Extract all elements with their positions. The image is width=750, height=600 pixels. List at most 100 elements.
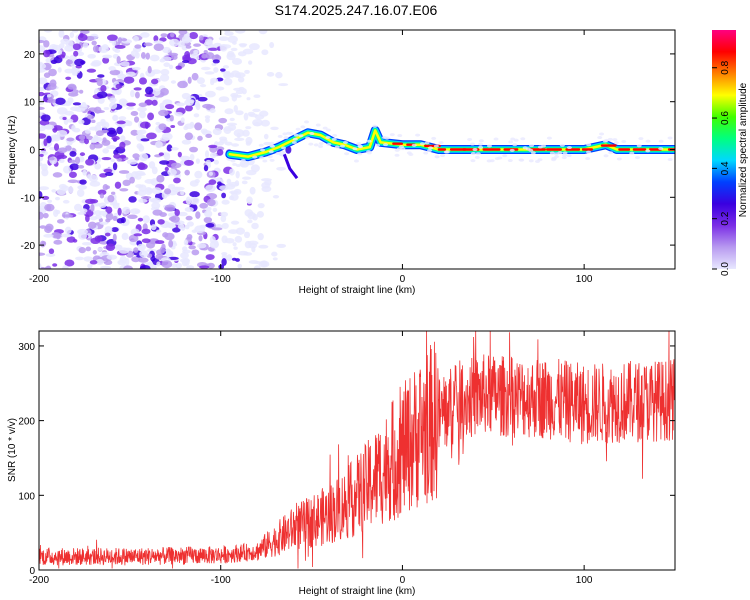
noise-blob: [144, 92, 155, 98]
noise-blob: [74, 256, 84, 261]
noise-blob: [71, 124, 76, 132]
noise-blob: [88, 174, 98, 183]
noise-blob: [168, 222, 176, 229]
noise-blob: [180, 190, 185, 196]
noise-blob: [235, 110, 244, 116]
noise-blob: [137, 163, 148, 170]
noise-blob: [126, 159, 138, 165]
noise-blob: [247, 219, 253, 224]
noise-blob: [252, 122, 261, 127]
noise-blob: [181, 92, 191, 100]
noise-blob: [186, 265, 195, 269]
noise-blob: [57, 67, 62, 73]
noise-blob: [77, 33, 88, 42]
signal-halo: [269, 141, 275, 145]
noise-blob: [127, 214, 138, 220]
noise-blob: [39, 252, 46, 256]
noise-blob: [108, 66, 116, 71]
snr-y-axis-label: SNR (10 * v/v): [7, 418, 18, 482]
noise-blob: [163, 153, 171, 161]
signal-halo: [562, 151, 568, 155]
noise-blob: [207, 47, 219, 51]
noise-blob: [251, 222, 259, 230]
noise-blob: [136, 129, 143, 135]
noise-blob: [48, 156, 55, 161]
noise-blob: [145, 69, 156, 77]
noise-blob: [230, 220, 240, 225]
noise-blob: [248, 113, 258, 118]
noise-blob: [234, 137, 245, 142]
signal-halo: [427, 149, 433, 153]
noise-blob: [52, 172, 63, 178]
noise-blob: [100, 118, 106, 124]
noise-blob: [272, 257, 278, 261]
noise-blob: [191, 72, 199, 81]
noise-blob: [234, 180, 240, 187]
signal-halo: [353, 159, 359, 163]
noise-blob: [116, 120, 126, 125]
noise-blob: [146, 248, 157, 253]
noise-blob: [76, 189, 85, 197]
noise-blob: [39, 186, 50, 191]
signal-halo: [394, 148, 400, 152]
spectrogram-x-tick-label: -100: [211, 274, 231, 285]
noise-blob: [253, 94, 261, 99]
noise-blob: [219, 44, 228, 52]
noise-blob: [132, 153, 140, 159]
signal-halo: [472, 148, 478, 152]
noise-blob: [243, 231, 251, 239]
signal-halo: [356, 142, 362, 146]
noise-blob: [200, 66, 211, 71]
noise-blob: [39, 91, 45, 97]
noise-blob: [193, 49, 199, 55]
noise-blob: [48, 68, 57, 77]
noise-blob: [103, 168, 113, 173]
signal-halo: [252, 155, 258, 159]
signal-halo: [474, 155, 480, 159]
noise-blob: [182, 54, 190, 61]
noise-blob: [112, 162, 118, 171]
noise-blob: [138, 102, 148, 108]
noise-blob: [78, 89, 84, 94]
noise-blob: [78, 134, 86, 140]
noise-blob: [133, 233, 143, 237]
noise-blob: [151, 99, 158, 106]
noise-blob: [69, 163, 80, 171]
noise-blob: [221, 222, 229, 230]
noise-blob: [39, 111, 43, 117]
noise-blob: [161, 260, 173, 269]
noise-blob: [57, 147, 68, 154]
noise-blob: [85, 214, 90, 223]
noise-blob: [254, 261, 262, 265]
noise-blob: [259, 110, 269, 117]
noise-blob: [161, 132, 173, 141]
noise-blob: [164, 103, 175, 110]
noise-blob: [39, 61, 43, 66]
noise-blob: [39, 162, 43, 167]
noise-blob: [39, 205, 47, 210]
noise-blob: [197, 135, 203, 141]
noise-blob: [117, 73, 127, 79]
noise-blob: [177, 151, 182, 158]
noise-blob: [79, 208, 88, 214]
noise-blob: [246, 97, 251, 101]
noise-blob: [43, 30, 53, 33]
noise-blob: [204, 71, 215, 75]
noise-blob: [205, 222, 215, 228]
noise-blob: [118, 170, 130, 174]
noise-blob: [235, 258, 240, 262]
signal-halo: [262, 159, 268, 163]
noise-blob: [231, 57, 243, 65]
noise-blob: [221, 251, 228, 256]
noise-blob: [205, 117, 210, 123]
snr-y-tick-label: 100: [18, 491, 35, 502]
noise-blob: [152, 209, 163, 216]
noise-blob: [106, 145, 117, 150]
noise-blob: [111, 227, 119, 233]
signal-halo: [232, 162, 238, 166]
noise-blob: [54, 97, 66, 105]
noise-blob: [51, 44, 62, 52]
signal-halo: [230, 159, 236, 163]
noise-blob: [98, 202, 107, 208]
noise-blob: [175, 102, 186, 107]
